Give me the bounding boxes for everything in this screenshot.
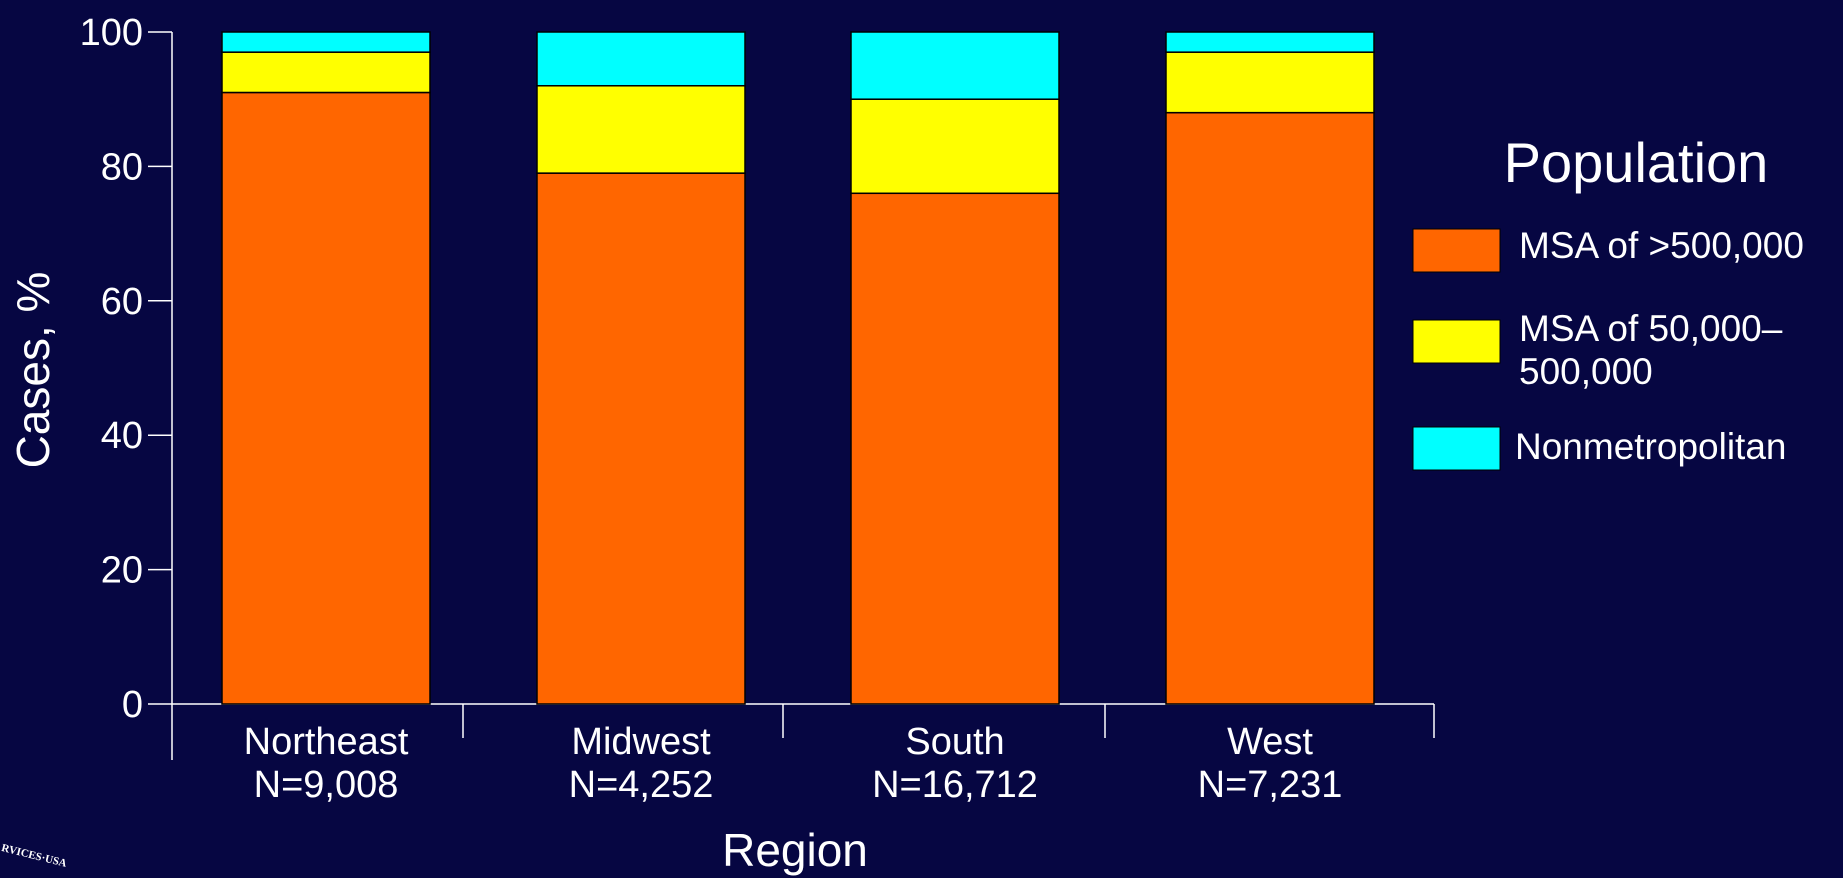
y-tick-label: 20 — [101, 550, 143, 592]
bar-segment — [1165, 51, 1375, 114]
bar-segment — [221, 31, 431, 53]
x-category-label: Northeast — [244, 721, 409, 763]
bar-segment — [536, 85, 746, 174]
legend: MSA of >500,000 MSA of 50,000–500,000 Nonm… — [1412, 225, 1804, 471]
legend-label: 500,000 — [1519, 351, 1653, 392]
x-category-count: N=9,008 — [254, 764, 399, 806]
bar-segment — [536, 172, 746, 705]
legend-label: MSA of >500,000 — [1519, 225, 1804, 266]
x-axis-title: Region — [722, 824, 868, 876]
x-category-count: N=4,252 — [569, 764, 714, 806]
legend-label: Nonmetropolitan — [1515, 426, 1786, 467]
svg-text:RVICES·USA: RVICES·USA — [0, 842, 68, 870]
x-category-count: N=16,712 — [872, 764, 1038, 806]
legend-swatch — [1412, 228, 1501, 273]
bar-segment — [850, 98, 1060, 195]
bar-segment — [221, 51, 431, 94]
bar-segment — [1165, 31, 1375, 53]
x-category-label: Midwest — [571, 721, 711, 763]
legend-label: MSA of 50,000– — [1519, 308, 1783, 349]
bar-segment — [1165, 111, 1375, 705]
legend-swatch — [1412, 319, 1501, 364]
bar-segment — [221, 91, 431, 705]
y-tick-label: 60 — [101, 281, 143, 323]
bar-segment — [850, 192, 1060, 705]
x-category-count: N=7,231 — [1198, 764, 1343, 806]
bar-segment — [850, 31, 1060, 100]
x-category-label: South — [905, 721, 1004, 763]
y-axis-title: Cases, % — [7, 272, 59, 469]
y-tick-label: 80 — [101, 146, 143, 188]
y-tick-label: 100 — [80, 12, 143, 54]
y-tick-label: 0 — [122, 684, 143, 726]
legend-swatch — [1412, 426, 1501, 471]
seal-lettering: RVICES·USA — [0, 842, 68, 870]
y-tick-label: 40 — [101, 415, 143, 457]
seal-logo: RVICES·USA — [0, 842, 68, 870]
x-category-label: West — [1227, 721, 1313, 763]
bar-segment — [536, 31, 746, 87]
legend-title: Population — [1504, 131, 1769, 194]
